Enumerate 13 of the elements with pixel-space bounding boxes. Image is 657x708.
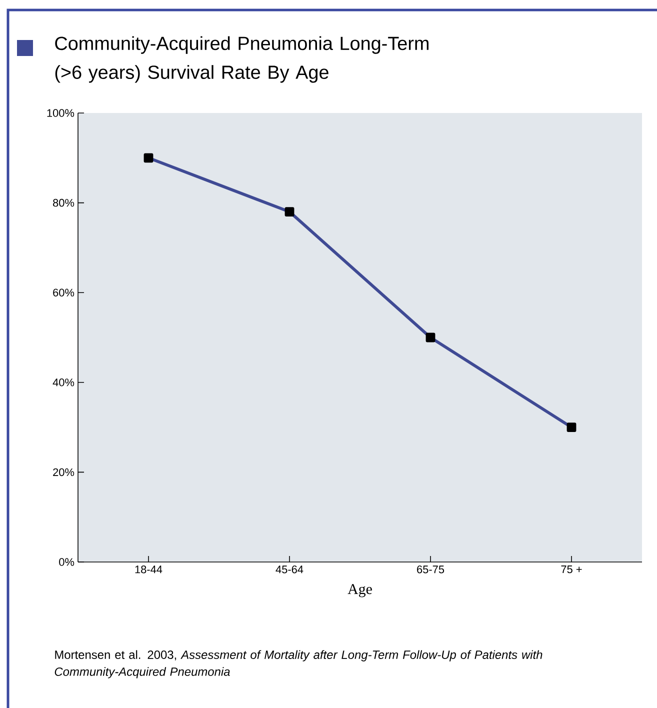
y-tick-label: 100% (47, 109, 74, 117)
x-tick-label: 18-44 (135, 566, 162, 574)
x-axis-title: Age (348, 584, 372, 598)
x-tick-label: 45-64 (276, 566, 304, 574)
x-tick-label: 75 + (561, 566, 582, 574)
y-tick-label: 80% (53, 198, 74, 207)
y-tick-label: 40% (52, 378, 74, 386)
x-tick-label: 65-75 (417, 566, 444, 574)
y-tick-label: 20% (53, 468, 74, 476)
text: Mortensen et al. 2003, Assessment of Mortality after Long-Term Follow-Up of Patients with Community-Acquired Pneumonia (54, 650, 542, 678)
chart-title: Community-Acquired Pneumonia Long-Term (>6 years) Survival Rate By Age (55, 36, 428, 83)
y-tick-label: 0% (59, 558, 74, 566)
y-tick-label: 60% (53, 288, 74, 296)
